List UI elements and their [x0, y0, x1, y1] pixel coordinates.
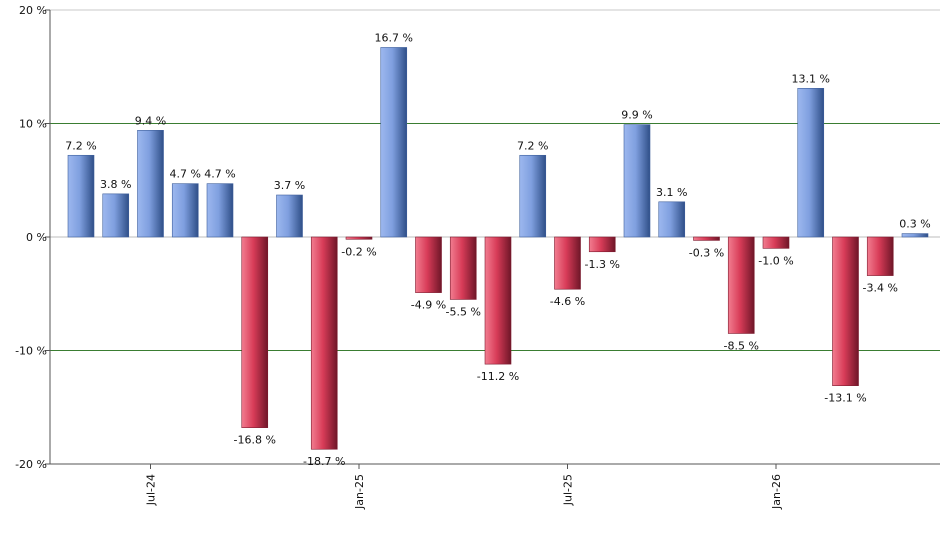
x-tick-label: Jul-25 — [562, 474, 575, 506]
bar-value-label: -3.4 % — [863, 282, 898, 295]
bar-positive — [901, 233, 929, 238]
bar-negative — [762, 236, 790, 249]
bar-value-label: 9.4 % — [135, 114, 166, 127]
bar-value-label: -0.3 % — [689, 246, 724, 259]
bar-positive — [623, 124, 651, 238]
bar-value-label: -13.1 % — [824, 392, 866, 405]
bar-negative — [693, 236, 720, 241]
bar-value-label: -4.6 % — [550, 295, 585, 308]
bar-negative — [415, 236, 442, 293]
bar-negative — [310, 236, 338, 450]
bar-value-label: -18.7 % — [303, 455, 345, 468]
bar-value-label: -8.5 % — [724, 339, 759, 352]
bar-value-label: 4.7 % — [170, 168, 201, 181]
bar-value-label: 3.1 % — [656, 186, 687, 199]
bar-value-label: -16.8 % — [234, 434, 276, 447]
bar-value-label: 3.8 % — [100, 178, 131, 191]
x-tick-label: Jan-26 — [770, 474, 783, 510]
bar-positive — [67, 154, 95, 238]
y-tick-label: 20 % — [19, 4, 47, 17]
bar-value-label: 16.7 % — [375, 31, 413, 44]
y-tick-label: -20 % — [15, 458, 47, 471]
bar-value-label: 3.7 % — [274, 179, 305, 192]
bar-positive — [206, 183, 234, 238]
bar-negative — [241, 236, 269, 428]
bar-value-label: 4.7 % — [204, 168, 235, 181]
bar-value-label: -4.9 % — [411, 299, 446, 312]
bar-positive — [797, 88, 825, 238]
bar-negative — [449, 236, 477, 300]
bar-positive — [137, 130, 164, 238]
y-tick-label: -10 % — [15, 345, 47, 358]
bar-positive — [380, 47, 408, 238]
x-tick-label: Jan-25 — [353, 474, 366, 510]
bar-negative — [832, 236, 859, 386]
bar-negative — [484, 236, 512, 365]
bar-negative — [866, 236, 894, 276]
bar-positive — [276, 194, 303, 238]
y-tick-label: 0 % — [26, 231, 47, 244]
bar-value-label: -1.3 % — [585, 258, 620, 271]
bar-value-label: -0.2 % — [341, 245, 376, 258]
bar-value-label: 13.1 % — [792, 72, 830, 85]
bar-negative — [588, 236, 616, 253]
bar-value-label: 9.9 % — [621, 109, 652, 122]
bar-negative — [345, 236, 373, 240]
y-tick-label: 10 % — [19, 118, 47, 131]
bar-positive — [658, 201, 686, 238]
bar-negative — [554, 236, 581, 290]
bar-value-label: 7.2 % — [517, 139, 548, 152]
bar-positive — [171, 183, 199, 238]
bar-positive — [519, 154, 547, 238]
x-tick-label: Jul-24 — [145, 474, 158, 506]
bar-value-label: -5.5 % — [446, 305, 481, 318]
bar-value-label: -1.0 % — [758, 254, 793, 267]
bar-positive — [102, 193, 130, 238]
bar-value-label: -11.2 % — [477, 370, 519, 383]
bar-value-label: 7.2 % — [65, 139, 96, 152]
bar-negative — [727, 236, 755, 334]
bar-value-label: 0.3 % — [899, 218, 930, 231]
